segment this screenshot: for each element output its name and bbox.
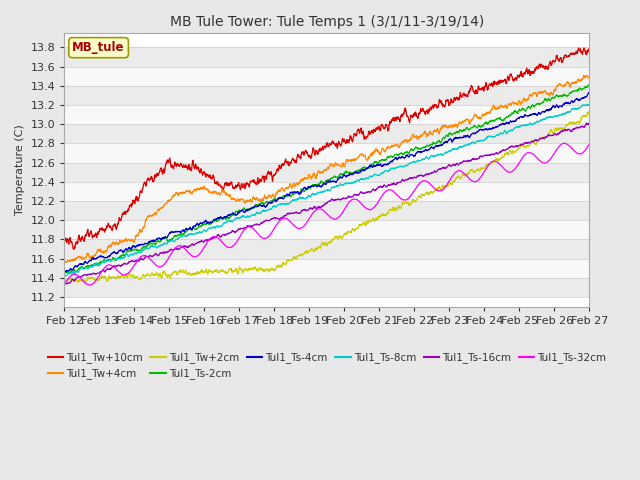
- Bar: [65, 105, 589, 124]
- Bar: [65, 86, 589, 105]
- Bar: [65, 144, 589, 163]
- Bar: [65, 240, 589, 259]
- Title: MB Tule Tower: Tule Temps 1 (3/1/11-3/19/14): MB Tule Tower: Tule Temps 1 (3/1/11-3/19…: [170, 15, 484, 29]
- Bar: [65, 278, 589, 297]
- Bar: [65, 48, 589, 67]
- Text: MB_tule: MB_tule: [72, 41, 125, 54]
- Legend: Tul1_Tw+10cm, Tul1_Tw+4cm, Tul1_Tw+2cm, Tul1_Ts-2cm, Tul1_Ts-4cm, Tul1_Ts-8cm, T: Tul1_Tw+10cm, Tul1_Tw+4cm, Tul1_Tw+2cm, …: [44, 348, 611, 384]
- Bar: [65, 182, 589, 201]
- Bar: [65, 259, 589, 278]
- Bar: [65, 201, 589, 220]
- Bar: [65, 220, 589, 240]
- Bar: [65, 124, 589, 144]
- Bar: [65, 163, 589, 182]
- Bar: [65, 67, 589, 86]
- Y-axis label: Temperature (C): Temperature (C): [15, 124, 25, 215]
